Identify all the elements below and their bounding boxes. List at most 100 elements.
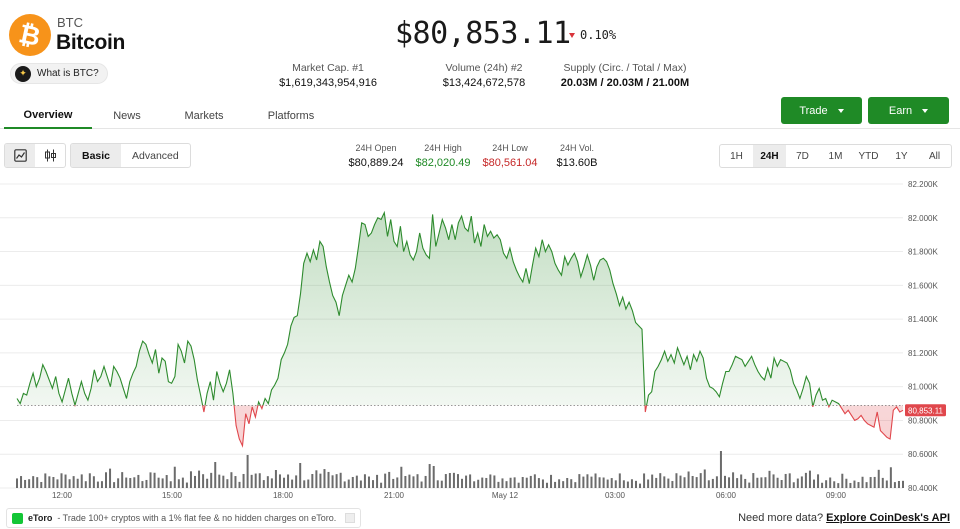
earn-label: Earn [888, 104, 913, 117]
volume-bar [537, 478, 540, 488]
etoro-icon [12, 512, 23, 524]
volume-bar [529, 475, 532, 488]
volume-bar [323, 469, 326, 488]
volume-bar [465, 475, 468, 488]
volume-bar [877, 469, 880, 488]
volume-bar [792, 482, 795, 488]
down-triangle-icon [569, 32, 575, 38]
volume-bar [436, 480, 439, 488]
volume-bar [319, 473, 322, 488]
volume-bar [554, 481, 557, 488]
ohlc-value: $80,889.24 [348, 157, 404, 169]
volume-bar [64, 474, 67, 488]
volume-bar [40, 481, 43, 488]
volume-bar [732, 472, 735, 488]
tab-markets[interactable]: Markets [184, 110, 224, 122]
tab-news[interactable]: News [113, 110, 141, 122]
ohlc-value: $80,561.04 [482, 157, 538, 169]
what-is-btc-button[interactable]: ✦ What is BTC? [10, 63, 108, 84]
volume-bar [804, 472, 807, 488]
volume-bar [768, 470, 771, 488]
stat-value: 20.03M / 20.03M / 21.00M [560, 77, 690, 89]
etoro-promo-banner[interactable]: eToro - Trade 100+ cryptos with a 1% fla… [6, 508, 362, 528]
earn-button[interactable]: Earn [868, 97, 949, 124]
volume-bar [408, 474, 411, 488]
range-1m-button[interactable]: 1M [828, 150, 843, 162]
volume-bar [893, 482, 896, 488]
volume-bar [113, 482, 116, 488]
volume-bar [630, 479, 633, 488]
volume-bar [505, 481, 508, 488]
volume-bar [92, 476, 95, 488]
volume-bar [96, 481, 99, 488]
range-24h-button[interactable]: 24H [753, 145, 786, 167]
close-icon[interactable] [345, 513, 356, 523]
volume-bar [897, 481, 900, 488]
volume-bar [266, 476, 269, 488]
y-tick-label: 81.600K [908, 281, 938, 290]
volume-bar [473, 481, 476, 488]
range-1h-button[interactable]: 1H [730, 150, 743, 162]
current-price: $80,853.11 [395, 16, 571, 51]
mode-advanced-button[interactable]: Advanced [132, 149, 179, 162]
volume-bar [400, 466, 403, 488]
volume-bar [610, 478, 613, 488]
volume-bar [687, 471, 690, 488]
volume-bar [206, 478, 209, 488]
volume-bar [889, 467, 892, 488]
y-tick-label: 81.400K [908, 315, 938, 324]
stat-label: Market Cap. #1 [292, 62, 364, 74]
trade-button[interactable]: Trade [781, 97, 862, 124]
volume-bar [748, 482, 751, 488]
x-tick-label: 09:00 [826, 491, 847, 500]
range-1y-button[interactable]: 1Y [895, 150, 908, 162]
volume-bar [283, 477, 286, 488]
stat-label: Volume (24h) #2 [445, 62, 523, 74]
volume-bar [125, 477, 128, 488]
volume-bar [626, 481, 629, 488]
volume-bar [812, 479, 815, 488]
y-tick-label: 80.400K [908, 484, 938, 493]
volume-bar [485, 477, 488, 488]
volume-bar [194, 475, 197, 488]
volume-bar [817, 474, 820, 488]
price-chart[interactable]: 82.200K 82.000K 81.800K 81.600K 81.400K 81.20… [0, 175, 960, 505]
volume-bar [481, 477, 484, 488]
coin-name: Bitcoin [56, 31, 126, 54]
volume-bar [691, 475, 694, 488]
volume-bar [861, 476, 864, 488]
volume-bar [881, 477, 884, 488]
volume-bar [541, 479, 544, 488]
api-prefix: Need more data? [738, 512, 824, 524]
line-chart-icon[interactable] [5, 144, 35, 167]
volume-bar [606, 479, 609, 488]
candlestick-icon[interactable] [35, 144, 65, 167]
range-all-button[interactable]: All [928, 150, 941, 162]
volume-bar [28, 479, 31, 488]
volume-bar [849, 482, 852, 488]
volume-bar [703, 469, 706, 488]
volume-bar [857, 482, 860, 488]
range-ytd-button[interactable]: YTD [858, 150, 879, 162]
y-tick-label: 81.800K [908, 248, 938, 257]
volume-bar [776, 477, 779, 488]
x-tick-label: 12:00 [52, 491, 73, 500]
volume-bar [121, 472, 124, 488]
volume-bar [24, 479, 27, 488]
volume-bar [246, 455, 249, 488]
current-price-tag-label: 80,853.11 [908, 406, 944, 415]
volume-bar [444, 474, 447, 488]
volume-bar [756, 477, 759, 488]
volume-bar [545, 482, 548, 488]
volume-bar [347, 479, 350, 488]
volume-bar [808, 470, 811, 488]
tab-overview[interactable]: Overview [4, 103, 92, 129]
explore-api-link[interactable]: Explore CoinDesk's API [826, 512, 950, 524]
volume-bar [796, 478, 799, 488]
stat-value: $1,619,343,954,916 [279, 77, 377, 89]
tab-platforms[interactable]: Platforms [267, 110, 315, 122]
range-7d-button[interactable]: 7D [796, 150, 809, 162]
mode-basic-button[interactable]: Basic [71, 144, 122, 167]
volume-bar [278, 474, 281, 488]
volume-bar [157, 477, 160, 488]
